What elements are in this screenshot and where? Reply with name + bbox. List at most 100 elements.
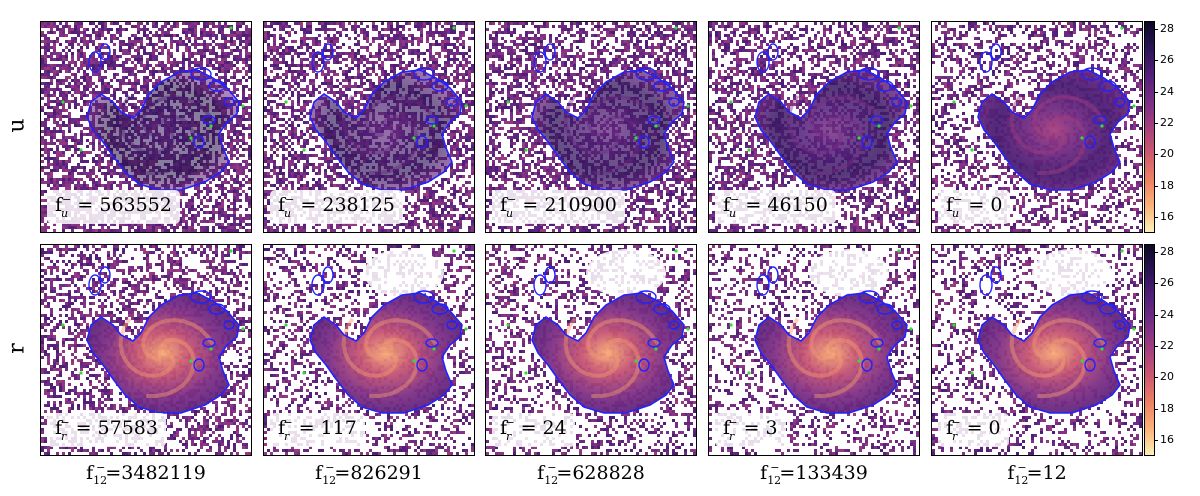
star-marker [952,323,956,327]
star-marker [524,371,528,375]
star-marker [284,100,288,104]
colorbar-tick-label: 18 [1160,402,1174,415]
column-caption-4: f12−=133439 [708,461,920,487]
star-marker [209,347,213,351]
star-marker [909,327,913,331]
galaxy-contour [531,292,685,414]
galaxy-contour [86,292,240,414]
galaxy-body [532,293,684,413]
star-marker [729,100,733,104]
colorbar-tick-mark [1154,377,1158,379]
star-marker [1080,136,1084,140]
colorbar-r [1144,244,1155,456]
colorbar-tick-mark [1154,185,1158,187]
image-panel-r-5: fr− = 0 [931,244,1143,456]
negative-pixel-count: 46150 [767,194,827,216]
star-marker [1100,124,1104,128]
negative-pixel-count: 24 [543,417,567,439]
star-marker [634,359,638,363]
star-marker [857,136,861,140]
star-marker [412,359,416,363]
star-marker [412,136,416,140]
star-marker [302,148,306,152]
galaxy-image [486,245,696,455]
star-marker [464,327,468,331]
star-marker [970,371,974,375]
colorbar-tick-label: 16 [1160,211,1174,223]
star-marker [241,327,245,331]
image-panel-r-4: fr− = 3 [708,244,920,456]
colorbar-tick-mark [1154,29,1158,30]
star-marker [729,323,733,327]
negative-pixel-count-label: fr− = 3 [715,413,786,447]
column-caption-2: f12−=826291 [263,461,475,487]
image-panel-u-2: fu− = 238125 [263,21,475,233]
image-panel-r-1: fr− = 57583 [40,244,252,456]
image-panel-r-3: fr− = 24 [485,244,697,456]
colorbar-tick-label: 18 [1160,179,1174,192]
column-caption-1: f12−=3482119 [40,461,252,487]
colorbar-tick-label: 20 [1160,371,1174,383]
star-marker [1120,26,1124,30]
negative-pixel-count-label: fu− = 46150 [715,190,836,224]
colorbar-tick-mark [1154,346,1158,347]
star-marker [909,104,913,108]
negative-pixel-count: 563552 [99,194,172,216]
star-marker [877,347,881,351]
star-marker [1120,249,1124,253]
colorbar-tick-mark [1154,217,1158,218]
star-marker [229,249,233,253]
star-marker [189,359,193,363]
colorbar-tick-mark [1154,123,1158,124]
galaxy-contour [977,69,1131,191]
galaxy-body [310,293,462,413]
star-marker [970,148,974,152]
negative-pixel-count-label: fu− = 210900 [492,190,625,224]
star-marker [452,26,456,30]
star-marker [674,26,678,30]
galaxy-body [755,293,907,413]
star-marker [877,124,881,128]
negative-pixel-count-label: fu− = 0 [938,190,1011,224]
colorbar-tick-mark [1154,252,1158,253]
galaxy-body [532,70,684,190]
star-marker [634,136,638,140]
star-marker [747,371,751,375]
galaxy-contour [977,292,1131,414]
colorbar-tick-mark [1154,440,1158,441]
galaxy-body [87,70,239,190]
negative-pixel-count: 3 [766,417,778,439]
star-marker [189,136,193,140]
row-label-u: u [5,111,30,141]
star-marker [1080,359,1084,363]
colorbar-tick-mark [1154,154,1158,156]
colorbar-tick-mark [1154,91,1158,93]
image-panel-u-4: fu− = 46150 [708,21,920,233]
galaxy-contour [754,69,908,191]
star-marker [241,104,245,108]
galaxy-image [709,245,919,455]
column-caption-5: f12−=12 [931,461,1143,487]
star-marker [284,323,288,327]
star-marker [747,148,751,152]
negative-pixel-count-label: fr− = 0 [938,413,1009,447]
star-marker [897,249,901,253]
star-marker [654,347,658,351]
galaxy-contour [531,69,685,191]
star-marker [686,104,690,108]
negative-pixel-count: 0 [989,417,1001,439]
galaxy-body [87,293,239,413]
star-marker [79,148,83,152]
star-marker [506,323,510,327]
star-marker [209,124,213,128]
star-marker [1132,327,1136,331]
galaxy-contour [754,292,908,414]
colorbar-u [1144,21,1155,233]
star-marker [1132,104,1136,108]
negative-pixel-count-label: fr− = 57583 [47,413,166,447]
galaxy-body [755,70,907,190]
star-marker [302,371,306,375]
galaxy-image [932,245,1142,455]
colorbar-tick-label: 22 [1160,340,1174,352]
galaxy-contour [309,292,463,414]
